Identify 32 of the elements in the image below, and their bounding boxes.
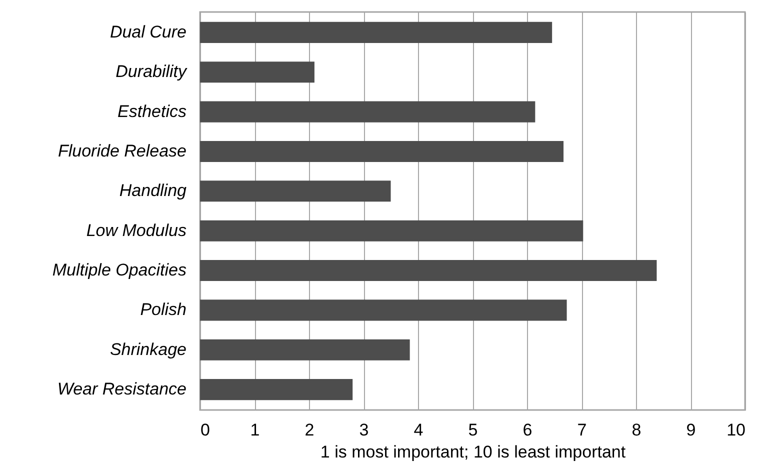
y-tick-label: Multiple Opacities: [52, 260, 187, 280]
bar: [200, 300, 567, 321]
y-tick-label: Handling: [119, 181, 188, 200]
x-tick-label: 8: [632, 420, 642, 440]
y-tick-label: Polish: [140, 300, 186, 320]
x-tick-label: 7: [577, 420, 587, 440]
x-tick-label: 1: [250, 420, 260, 440]
bar: [200, 260, 657, 282]
bar: [200, 62, 314, 83]
x-tick-label: 4: [414, 420, 424, 440]
y-tick-label: Esthetics: [118, 102, 187, 121]
x-tick-label: 6: [522, 420, 532, 440]
bar: [200, 101, 536, 122]
bar: [200, 140, 564, 162]
x-tick-label: 9: [686, 420, 696, 440]
y-tick-label: Fluoride Release: [58, 141, 186, 160]
x-tick-label: 2: [304, 420, 314, 440]
bar: [200, 220, 584, 242]
bar: [200, 180, 391, 202]
x-tick-label: 10: [726, 420, 746, 440]
bar: [200, 339, 410, 360]
y-tick-label: Low Modulus: [86, 220, 187, 240]
y-tick-label: Dual Cure: [110, 22, 186, 42]
y-tick-label: Shrinkage: [110, 340, 186, 359]
bar: [200, 379, 353, 400]
x-tick-label: 3: [359, 420, 369, 440]
y-tick-label: Durability: [116, 62, 188, 82]
y-tick-label: Wear Resistance: [57, 380, 186, 399]
x-tick-label: 0: [200, 420, 210, 440]
bar: [200, 22, 552, 43]
x-tick-label: 5: [468, 420, 478, 440]
x-axis-title: 1 is most important; 10 is least important: [320, 442, 626, 462]
